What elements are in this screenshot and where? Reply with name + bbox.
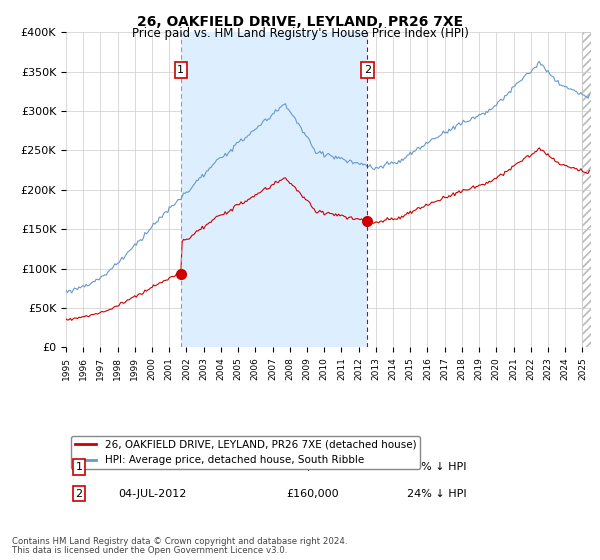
Text: 1: 1 xyxy=(76,462,83,472)
Text: 1: 1 xyxy=(178,66,184,75)
Text: Contains HM Land Registry data © Crown copyright and database right 2024.: Contains HM Land Registry data © Crown c… xyxy=(12,538,347,547)
Text: 2: 2 xyxy=(76,488,83,498)
Legend: 26, OAKFIELD DRIVE, LEYLAND, PR26 7XE (detached house), HPI: Average price, deta: 26, OAKFIELD DRIVE, LEYLAND, PR26 7XE (d… xyxy=(71,436,421,469)
Text: 31-AUG-2001: 31-AUG-2001 xyxy=(119,462,193,472)
Text: £93,500: £93,500 xyxy=(287,462,332,472)
Text: 24% ↓ HPI: 24% ↓ HPI xyxy=(407,488,467,498)
Text: 14% ↓ HPI: 14% ↓ HPI xyxy=(407,462,467,472)
Text: 2: 2 xyxy=(364,66,371,75)
Text: Price paid vs. HM Land Registry's House Price Index (HPI): Price paid vs. HM Land Registry's House … xyxy=(131,27,469,40)
Text: £160,000: £160,000 xyxy=(287,488,339,498)
Bar xyxy=(583,32,599,347)
Text: 04-JUL-2012: 04-JUL-2012 xyxy=(119,488,187,498)
Bar xyxy=(583,32,599,347)
Text: 26, OAKFIELD DRIVE, LEYLAND, PR26 7XE: 26, OAKFIELD DRIVE, LEYLAND, PR26 7XE xyxy=(137,15,463,29)
Bar xyxy=(181,32,367,347)
Text: This data is licensed under the Open Government Licence v3.0.: This data is licensed under the Open Gov… xyxy=(12,545,287,555)
